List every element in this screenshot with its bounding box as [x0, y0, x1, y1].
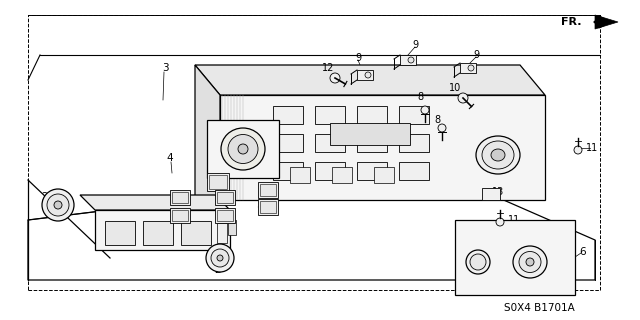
Circle shape — [47, 194, 69, 216]
Bar — [260, 184, 276, 196]
Bar — [374, 167, 394, 183]
Ellipse shape — [238, 144, 248, 154]
Text: 6: 6 — [580, 247, 586, 257]
Text: S0X4 B1701A: S0X4 B1701A — [504, 303, 575, 313]
Polygon shape — [595, 15, 618, 29]
Bar — [357, 70, 373, 80]
Bar — [143, 221, 173, 245]
Bar — [28, 15, 600, 290]
Bar — [273, 106, 303, 124]
Text: 3: 3 — [162, 63, 168, 73]
Text: 8: 8 — [434, 115, 440, 125]
Bar — [315, 162, 345, 180]
Bar — [207, 173, 229, 191]
Bar — [217, 192, 233, 203]
Text: 7: 7 — [545, 243, 551, 253]
Ellipse shape — [476, 136, 520, 174]
Circle shape — [421, 106, 429, 114]
Circle shape — [496, 218, 504, 226]
Bar — [460, 63, 476, 73]
Bar — [332, 167, 352, 183]
Bar — [260, 201, 276, 213]
Text: 4: 4 — [166, 153, 173, 163]
Text: 9: 9 — [412, 40, 418, 50]
Circle shape — [468, 65, 474, 71]
Ellipse shape — [482, 141, 514, 169]
Bar — [228, 220, 236, 235]
Circle shape — [408, 57, 414, 63]
Circle shape — [330, 73, 340, 83]
Bar — [315, 134, 345, 152]
Circle shape — [206, 244, 234, 272]
Text: 9: 9 — [355, 53, 361, 63]
Polygon shape — [95, 210, 230, 250]
Bar — [172, 210, 188, 221]
Bar — [217, 223, 227, 243]
Bar — [105, 221, 135, 245]
Circle shape — [365, 72, 371, 78]
Bar — [215, 208, 235, 223]
Bar — [399, 106, 429, 124]
Ellipse shape — [228, 134, 258, 164]
Circle shape — [217, 255, 223, 261]
Text: FR.: FR. — [561, 17, 582, 27]
Circle shape — [574, 146, 582, 154]
Bar — [482, 188, 500, 200]
Circle shape — [470, 254, 486, 270]
Ellipse shape — [519, 252, 541, 273]
Bar — [207, 120, 279, 178]
Ellipse shape — [221, 128, 265, 170]
Circle shape — [458, 93, 468, 103]
Text: 8: 8 — [417, 92, 423, 102]
Bar — [170, 190, 190, 205]
Text: 11: 11 — [508, 215, 520, 225]
Bar — [273, 162, 303, 180]
Circle shape — [54, 201, 62, 209]
Bar — [258, 199, 278, 215]
Ellipse shape — [241, 146, 255, 158]
Bar — [273, 134, 303, 152]
Text: 9: 9 — [473, 50, 479, 60]
Bar — [181, 221, 211, 245]
Ellipse shape — [232, 138, 264, 166]
Bar — [172, 192, 188, 203]
Bar — [215, 190, 235, 205]
Ellipse shape — [513, 246, 547, 278]
Bar — [357, 106, 387, 124]
Circle shape — [438, 124, 446, 132]
Text: 2: 2 — [214, 265, 221, 275]
Polygon shape — [195, 65, 220, 205]
Text: 2: 2 — [42, 192, 48, 202]
Text: 11: 11 — [586, 143, 598, 153]
Ellipse shape — [226, 133, 270, 171]
Circle shape — [211, 249, 229, 267]
Bar — [290, 167, 310, 183]
Text: 10: 10 — [449, 83, 461, 93]
Bar — [400, 55, 416, 65]
Bar — [455, 220, 575, 295]
Text: 1: 1 — [459, 242, 465, 252]
Polygon shape — [80, 195, 230, 210]
Ellipse shape — [491, 149, 505, 161]
Circle shape — [42, 189, 74, 221]
Bar — [357, 162, 387, 180]
Circle shape — [466, 250, 490, 274]
Bar — [330, 123, 410, 145]
Bar — [170, 208, 190, 223]
Bar — [217, 210, 233, 221]
Bar — [399, 134, 429, 152]
Bar — [258, 182, 278, 198]
Bar — [399, 162, 429, 180]
Bar — [357, 134, 387, 152]
Text: 5: 5 — [276, 113, 284, 123]
Polygon shape — [220, 95, 545, 200]
Bar — [315, 106, 345, 124]
Polygon shape — [195, 65, 545, 95]
Bar — [209, 175, 227, 189]
Text: 12: 12 — [322, 63, 334, 73]
Text: 13: 13 — [492, 187, 504, 197]
Ellipse shape — [526, 258, 534, 266]
